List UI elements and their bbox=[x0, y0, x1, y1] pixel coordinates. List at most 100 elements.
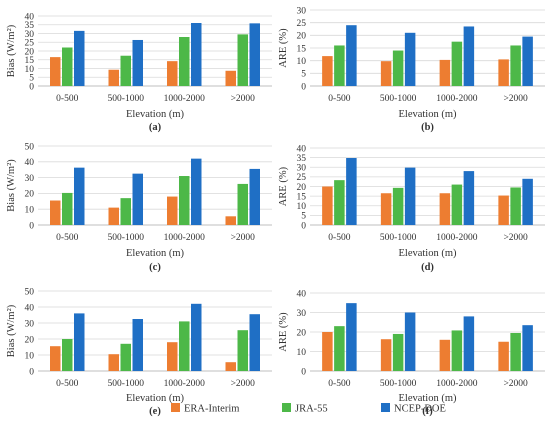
bar bbox=[334, 45, 345, 86]
y-tick-label: 5 bbox=[301, 212, 306, 222]
bar bbox=[380, 339, 392, 371]
legend-label: ERA-Interim bbox=[184, 404, 239, 415]
x-tick-label: 0-500 bbox=[56, 233, 78, 243]
bar bbox=[120, 55, 131, 86]
bar bbox=[108, 69, 119, 86]
x-tick-label: 1000-2000 bbox=[436, 94, 477, 104]
bar bbox=[249, 314, 260, 371]
bar bbox=[498, 341, 509, 371]
bar bbox=[237, 183, 248, 225]
bar bbox=[439, 339, 451, 371]
legend-swatch bbox=[381, 403, 390, 412]
y-tick-label: 40 bbox=[297, 144, 307, 154]
y-tick-label: 0 bbox=[29, 221, 34, 231]
legend-swatch bbox=[282, 403, 291, 412]
bar bbox=[380, 193, 392, 225]
bar bbox=[522, 325, 533, 371]
bar bbox=[510, 45, 521, 86]
y-axis-title: Bias (W/m²) bbox=[6, 304, 17, 357]
bar bbox=[322, 186, 333, 225]
y-tick-label: 20 bbox=[297, 32, 307, 42]
bar bbox=[249, 168, 260, 225]
x-tick-label: >2000 bbox=[503, 379, 528, 389]
bar bbox=[191, 303, 202, 371]
y-tick-label: 30 bbox=[297, 309, 307, 319]
y-tick-label: 40 bbox=[25, 158, 35, 168]
bar bbox=[167, 342, 178, 371]
y-tick-label: 50 bbox=[25, 287, 35, 297]
panel-label: (a) bbox=[149, 122, 162, 133]
y-tick-label: 50 bbox=[25, 142, 35, 152]
bar bbox=[380, 61, 392, 86]
x-tick-label: 1000-2000 bbox=[164, 379, 205, 389]
panel-label: (e) bbox=[149, 406, 161, 417]
bar bbox=[346, 25, 357, 86]
bar bbox=[74, 30, 85, 86]
bar bbox=[322, 56, 333, 86]
bar bbox=[120, 343, 131, 371]
bar bbox=[62, 192, 73, 225]
y-tick-label: 10 bbox=[297, 57, 307, 67]
y-tick-label: 10 bbox=[297, 348, 307, 358]
chart-panel-b: 0 5 10 15 20 25 30 0-500 500-1000 1000-2000 >2000 E… bbox=[278, 6, 545, 133]
y-tick-label: 30 bbox=[25, 319, 35, 329]
y-axis-title: ARE (%) bbox=[278, 28, 289, 68]
y-tick-label: 10 bbox=[25, 351, 35, 361]
y-tick-label: 5 bbox=[301, 70, 306, 80]
x-tick-label: 500-1000 bbox=[108, 94, 145, 104]
y-tick-label: 0 bbox=[301, 367, 306, 377]
legend: ERA-Interim JRA-55 NCEP-DOE bbox=[171, 403, 446, 415]
legend-label: NCEP-DOE bbox=[394, 404, 446, 415]
bar bbox=[463, 316, 475, 371]
x-tick-label: >2000 bbox=[231, 379, 256, 389]
x-tick-label: >2000 bbox=[503, 233, 528, 243]
y-tick-label: 15 bbox=[297, 192, 307, 202]
x-tick-label: >2000 bbox=[231, 233, 256, 243]
x-axis-title: Elevation (m) bbox=[398, 393, 457, 404]
x-tick-label: 0-500 bbox=[328, 233, 350, 243]
y-axis-title: Bias (W/m²) bbox=[6, 159, 17, 212]
y-tick-label: 30 bbox=[25, 174, 35, 184]
bar bbox=[50, 200, 61, 225]
bar bbox=[322, 332, 333, 371]
bar bbox=[510, 332, 521, 371]
y-tick-label: 20 bbox=[25, 335, 35, 345]
x-tick-label: >2000 bbox=[231, 94, 256, 104]
x-tick-label: 500-1000 bbox=[380, 233, 417, 243]
x-tick-label: 0-500 bbox=[328, 94, 350, 104]
y-tick-label: 15 bbox=[25, 56, 35, 66]
bar bbox=[108, 207, 119, 225]
y-tick-label: 20 bbox=[25, 47, 35, 57]
y-tick-label: 5 bbox=[29, 74, 34, 84]
chart-panel-f: 0 10 20 30 40 0-500 500-1000 1000-2000 >2000 Elev… bbox=[278, 289, 545, 417]
legend-swatch bbox=[171, 403, 180, 412]
bar bbox=[50, 57, 61, 86]
y-tick-label: 0 bbox=[29, 367, 34, 377]
y-tick-label: 25 bbox=[25, 39, 35, 49]
x-axis-title: Elevation (m) bbox=[398, 109, 457, 120]
bar bbox=[225, 216, 236, 225]
bar bbox=[237, 330, 248, 371]
x-axis-title: Elevation (m) bbox=[398, 248, 457, 259]
bar bbox=[498, 195, 509, 225]
y-tick-label: 40 bbox=[297, 289, 307, 299]
bar bbox=[132, 173, 143, 225]
y-tick-label: 0 bbox=[301, 221, 306, 231]
y-tick-label: 40 bbox=[25, 303, 35, 313]
bar bbox=[392, 333, 404, 371]
bar bbox=[62, 47, 73, 86]
bar bbox=[167, 196, 178, 225]
x-tick-label: 500-1000 bbox=[380, 379, 417, 389]
bar bbox=[132, 319, 143, 371]
y-axis-title: Bias (W/m²) bbox=[6, 24, 17, 77]
bar bbox=[132, 39, 143, 86]
bar bbox=[62, 339, 73, 371]
x-tick-label: >2000 bbox=[503, 94, 528, 104]
bar bbox=[179, 37, 190, 86]
bar bbox=[451, 41, 463, 86]
x-tick-label: 500-1000 bbox=[380, 94, 417, 104]
